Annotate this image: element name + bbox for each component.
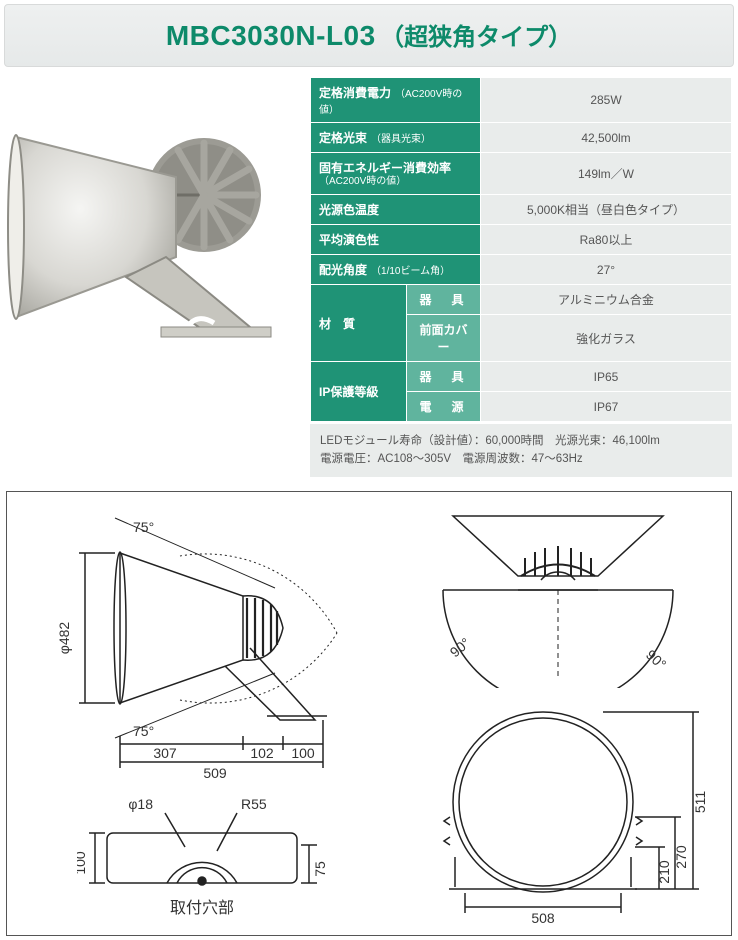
spec-label: IP保護等級 <box>311 362 407 422</box>
dim-label: R55 <box>241 796 267 812</box>
dim-label: 509 <box>203 765 227 781</box>
dim-label: 75° <box>133 723 154 739</box>
dim-label: 100 <box>77 851 88 875</box>
top-row: 定格消費電力（AC200V時の値） 285W 定格光束（器具光束） 42,500… <box>0 77 738 477</box>
spec-row: 光源色温度 5,000K相当（昼白色タイプ） <box>311 195 732 225</box>
model-number: MBC3030N-L03 <box>166 20 376 51</box>
model-subtype: （超狭角タイプ） <box>380 24 572 51</box>
drawing-front-circle: 508 210 270 511 <box>403 697 723 927</box>
note-line: LEDモジュール寿命（設計値）：60,000時間 光源光束：46,100lm <box>320 432 722 450</box>
dim-label: 90° <box>643 646 669 672</box>
spec-row: 定格光束 （器具光束） 42,500lm <box>311 123 732 153</box>
label-text: 定格消費電力 <box>319 86 391 100</box>
spec-value: IP67 <box>481 392 732 422</box>
spec-label: 配光角度 （1/10ビーム角） <box>311 255 481 285</box>
dim-label: 511 <box>692 790 708 813</box>
dim-label: 508 <box>531 910 555 926</box>
dim-label: 100 <box>291 745 315 761</box>
spec-row: 平均演色性 Ra80以上 <box>311 225 732 255</box>
spec-label: 定格消費電力（AC200V時の値） <box>311 78 481 123</box>
drawing-side-left: φ482 75° 75° 307 102 100 509 <box>15 498 365 788</box>
spec-sublabel: 器 具 <box>407 285 481 315</box>
spec-label: 材 質 <box>311 285 407 362</box>
spec-row: 材 質 器 具 アルミニウム合金 <box>311 285 732 315</box>
spec-value: アルミニウム合金 <box>481 285 732 315</box>
spec-value: 強化ガラス <box>481 315 732 362</box>
spec-label: 平均演色性 <box>311 225 481 255</box>
dim-label: 90° <box>447 634 474 660</box>
spec-row: 配光角度 （1/10ビーム角） 27° <box>311 255 732 285</box>
spec-notes: LEDモジュール寿命（設計値）：60,000時間 光源光束：46,100lm 電… <box>310 424 732 477</box>
label-sub: （1/10ビーム角） <box>371 266 450 277</box>
label-text: 定格光束 <box>319 131 367 145</box>
spec-table: 定格消費電力（AC200V時の値） 285W 定格光束（器具光束） 42,500… <box>310 77 732 422</box>
product-photo <box>6 77 302 357</box>
dim-label: 307 <box>153 745 177 761</box>
drawing-mount-detail: φ18 R55 100 75 取付穴部 <box>77 791 337 931</box>
spec-row: IP保護等級 器 具 IP65 <box>311 362 732 392</box>
spec-table-area: 定格消費電力（AC200V時の値） 285W 定格光束（器具光束） 42,500… <box>310 77 732 477</box>
technical-drawing: φ482 75° 75° 307 102 100 509 90° 90° <box>6 491 732 936</box>
spec-row: 定格消費電力（AC200V時の値） 285W <box>311 78 732 123</box>
drawing-front-tilt: 90° 90° <box>393 498 723 688</box>
spec-sublabel: 前面カバー <box>407 315 481 362</box>
spec-value: Ra80以上 <box>481 225 732 255</box>
spec-value: 42,500lm <box>481 123 732 153</box>
spec-value: IP65 <box>481 362 732 392</box>
spec-row: 固有エネルギー消費効率（AC200V時の値） 149lm／W <box>311 153 732 195</box>
title-band: MBC3030N-L03 （超狭角タイプ） <box>4 4 734 67</box>
dim-label: 75 <box>312 861 328 877</box>
mount-label: 取付穴部 <box>170 899 234 917</box>
dim-label: 75° <box>133 519 154 535</box>
spec-label: 固有エネルギー消費効率（AC200V時の値） <box>311 153 481 195</box>
spec-value: 285W <box>481 78 732 123</box>
spec-value: 5,000K相当（昼白色タイプ） <box>481 195 732 225</box>
spec-label: 定格光束 （器具光束） <box>311 123 481 153</box>
label-text: 固有エネルギー消費効率 <box>319 161 451 175</box>
dim-label: φ482 <box>56 621 72 654</box>
label-text: 配光角度 <box>319 263 367 277</box>
spec-sublabel: 器 具 <box>407 362 481 392</box>
spec-value: 27° <box>481 255 732 285</box>
dim-label: 102 <box>250 745 274 761</box>
spec-sublabel: 電 源 <box>407 392 481 422</box>
label-sub: （器具光束） <box>371 134 431 145</box>
note-line: 電源電圧：AC108～305V 電源周波数：47～63Hz <box>320 450 722 468</box>
spec-label: 光源色温度 <box>311 195 481 225</box>
dim-label: 210 <box>656 860 672 884</box>
label-sub: （AC200V時の値） <box>319 176 472 188</box>
dim-label: φ18 <box>128 796 153 812</box>
dim-label: 270 <box>673 845 689 869</box>
spec-value: 149lm／W <box>481 153 732 195</box>
